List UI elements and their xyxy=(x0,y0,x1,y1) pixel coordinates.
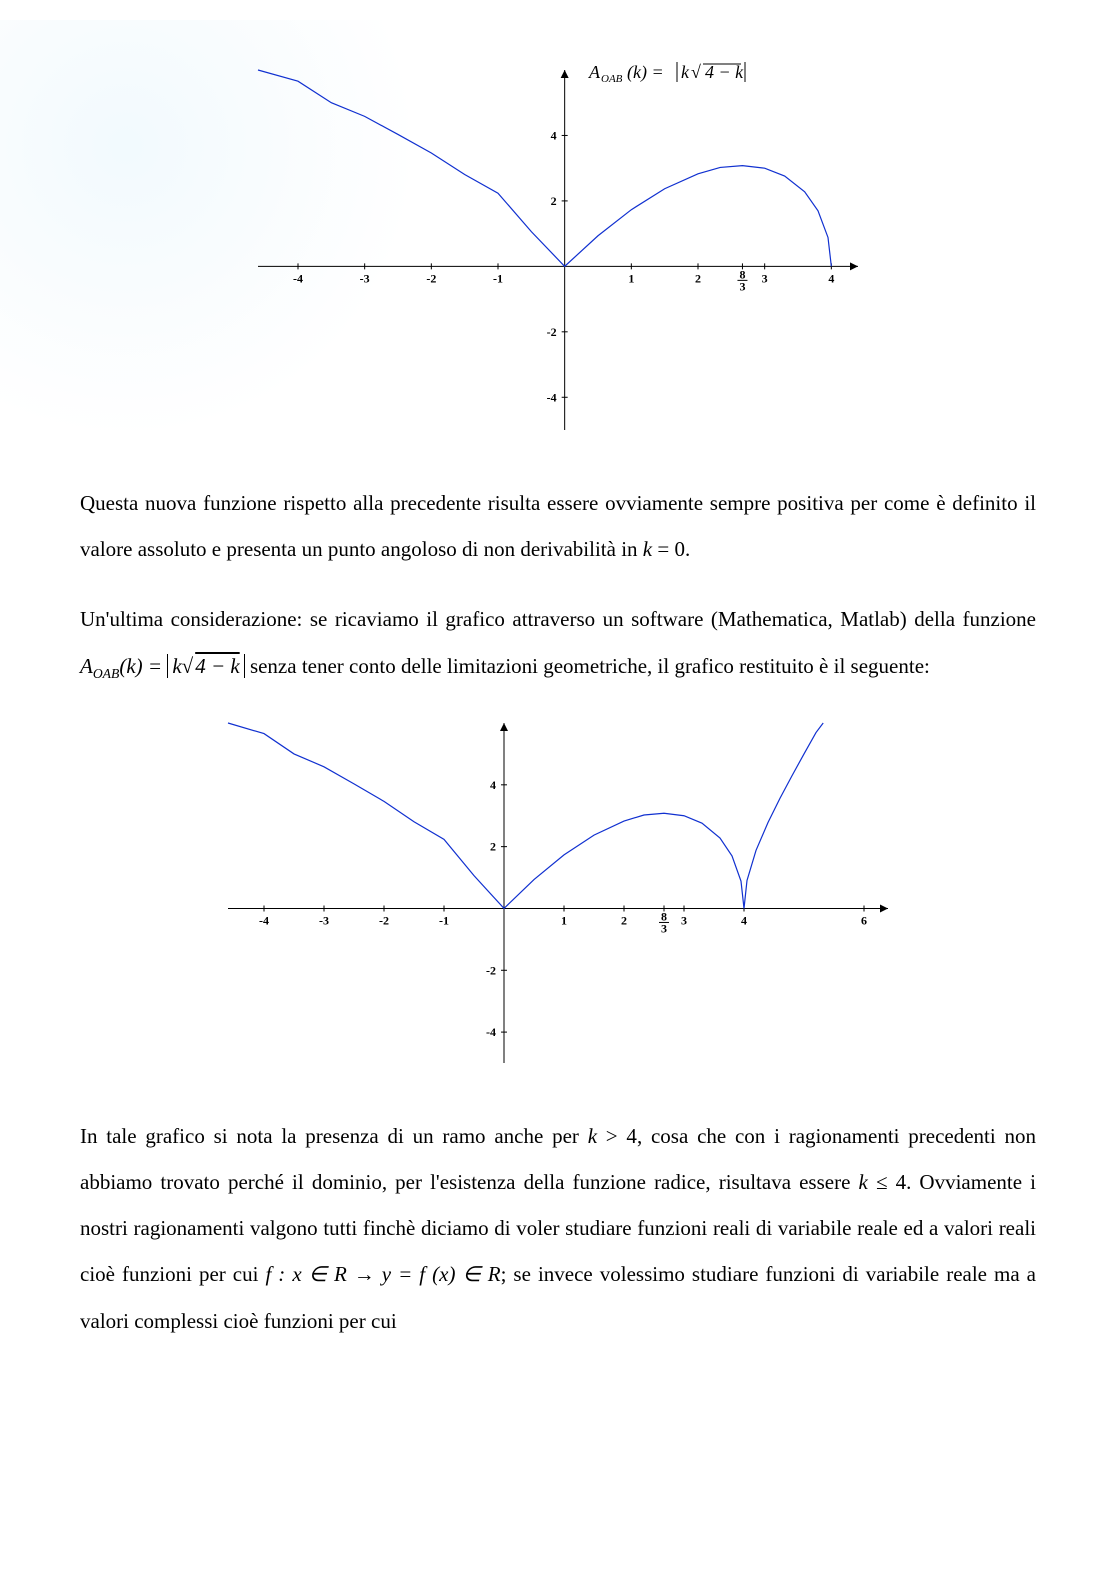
math-eq0: = 0 xyxy=(652,537,685,561)
svg-text:3: 3 xyxy=(739,279,745,293)
svg-text:-2: -2 xyxy=(426,271,436,285)
math-k-1: k xyxy=(643,537,652,561)
math-A: A xyxy=(80,654,93,678)
chart-1-container: -4-3-2-1123483-4-224AOAB(k) =k√4 − k xyxy=(80,60,1036,440)
svg-text:-2: -2 xyxy=(547,325,557,339)
math-sqrt-arg: 4 − k xyxy=(193,654,240,678)
math-abs-k: k xyxy=(172,654,181,678)
svg-text:-2: -2 xyxy=(486,963,496,977)
paragraph-3: In tale grafico si nota la presenza di u… xyxy=(80,1113,1036,1344)
chart-2-container: -4-3-2-11234683-4-224 xyxy=(80,713,1036,1073)
svg-text:3: 3 xyxy=(661,921,667,935)
chart-1: -4-3-2-1123483-4-224AOAB(k) =k√4 − k xyxy=(248,60,868,440)
svg-text:4: 4 xyxy=(490,778,496,792)
paragraph-3-text-a: In tale grafico si nota la presenza di u… xyxy=(80,1124,588,1148)
svg-text:1: 1 xyxy=(628,271,634,285)
svg-text:-3: -3 xyxy=(360,271,370,285)
math-A-sub: OAB xyxy=(93,666,120,681)
svg-text:√: √ xyxy=(691,62,701,82)
math-le4: ≤ 4 xyxy=(868,1170,906,1194)
paragraph-2: Un'ultima considerazione: se ricaviamo i… xyxy=(80,596,1036,688)
math-k-le4: k xyxy=(859,1170,868,1194)
svg-text:2: 2 xyxy=(490,839,496,853)
math-k-gt4: k xyxy=(588,1124,597,1148)
svg-text:2: 2 xyxy=(621,913,627,927)
paragraph-2-text-a: Un'ultima considerazione: se ricaviamo i… xyxy=(80,607,1036,631)
svg-text:-1: -1 xyxy=(439,913,449,927)
svg-text:-4: -4 xyxy=(259,913,269,927)
math-f-map: f : x ∈ R → y = f (x) ∈ R xyxy=(265,1262,500,1286)
svg-text:3: 3 xyxy=(681,913,687,927)
chart-2: -4-3-2-11234683-4-224 xyxy=(218,713,898,1073)
paragraph-1: Questa nuova funzione rispetto alla prec… xyxy=(80,480,1036,572)
svg-text:-4: -4 xyxy=(293,271,303,285)
svg-text:-3: -3 xyxy=(319,913,329,927)
svg-text:4 − k: 4 − k xyxy=(705,62,744,82)
paragraph-2-text-b: senza tener conto delle limitazioni geom… xyxy=(250,654,930,678)
math-abs: k√4 − k xyxy=(167,654,244,678)
svg-text:4: 4 xyxy=(741,913,747,927)
svg-text:-1: -1 xyxy=(493,271,503,285)
paragraph-1-text-a: Questa nuova funzione rispetto alla prec… xyxy=(80,491,1036,561)
math-arg: (k) = xyxy=(119,654,167,678)
svg-text:OAB: OAB xyxy=(601,73,623,85)
svg-text:4: 4 xyxy=(551,128,557,142)
svg-text:-4: -4 xyxy=(486,1025,496,1039)
svg-text:3: 3 xyxy=(762,271,768,285)
svg-text:-2: -2 xyxy=(379,913,389,927)
svg-text:4: 4 xyxy=(828,271,834,285)
svg-text:1: 1 xyxy=(561,913,567,927)
svg-text:6: 6 xyxy=(861,913,867,927)
svg-text:-4: -4 xyxy=(547,390,557,404)
svg-text:2: 2 xyxy=(551,194,557,208)
svg-text:A: A xyxy=(588,62,601,82)
svg-text:(k) =: (k) = xyxy=(627,62,664,83)
math-gt4: > 4 xyxy=(597,1124,637,1148)
paragraph-1-dot: . xyxy=(685,537,690,561)
svg-text:k: k xyxy=(681,62,690,82)
svg-text:2: 2 xyxy=(695,271,701,285)
